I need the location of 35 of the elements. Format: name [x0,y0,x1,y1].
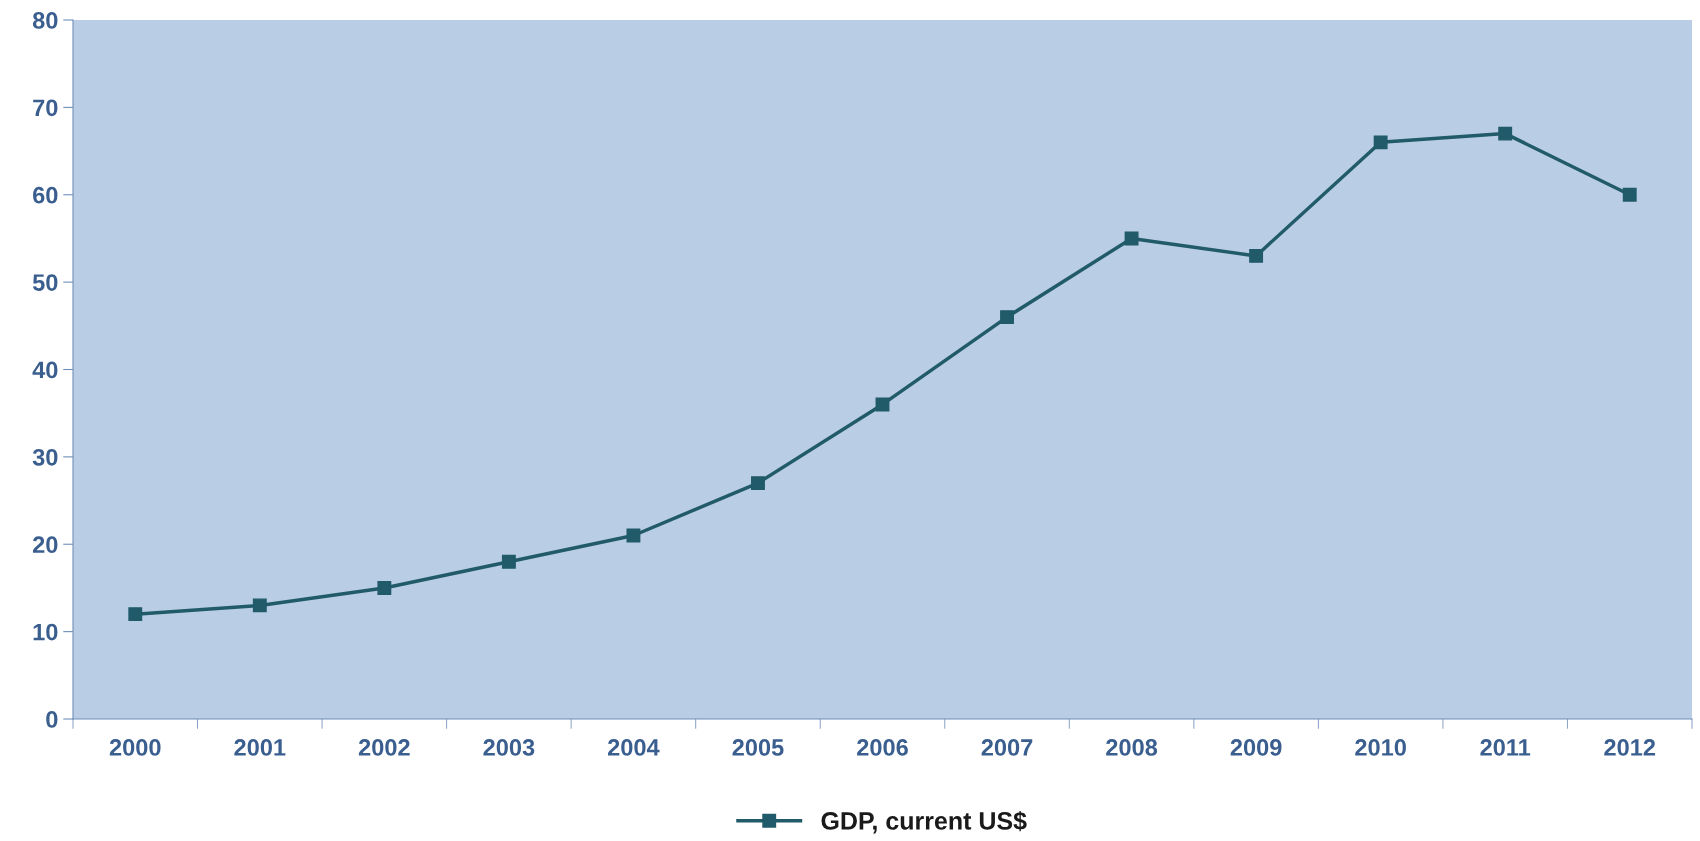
y-tick-label: 50 [32,274,58,291]
y-tick-label: 0 [46,711,58,728]
y-tick-label: 10 [33,623,58,641]
y-tick-label: 40 [32,361,58,379]
point [1622,187,1637,202]
point [751,476,765,491]
x-tick-label: 2011 [1480,739,1531,756]
y-tick-label: 30 [32,448,58,466]
point [1249,248,1264,263]
x-tick-label: 2002 [358,739,410,756]
y-tick-label: 20 [32,536,58,554]
x-tick-label: 2012 [1604,739,1656,756]
x-tick-label: 2009 [1230,739,1282,756]
y-tick-label: 70 [33,99,58,117]
point [377,580,392,595]
x-tick-label: 2000 [109,739,161,756]
x-tick-label: 2010 [1355,739,1406,756]
x-tick-label: 2001 [234,739,286,756]
x-tick-label: 2007 [981,739,1033,756]
x-tick-label: 2003 [483,739,535,756]
point [1124,231,1139,246]
point [128,607,143,622]
y-tick-label: 60 [33,186,58,204]
point [252,598,267,613]
point [501,554,516,569]
y-tick-label: 80 [32,12,58,29]
x-tick-label: 2004 [607,739,660,756]
point [1498,126,1513,141]
x-tick-label: 2005 [732,739,784,756]
x-tick-label: 2006 [857,739,908,756]
point [626,528,641,543]
x-tick-label: 2008 [1106,739,1158,756]
point [1373,135,1388,150]
point [1000,310,1014,325]
legend-label: GDP, current US$ [821,810,1027,834]
